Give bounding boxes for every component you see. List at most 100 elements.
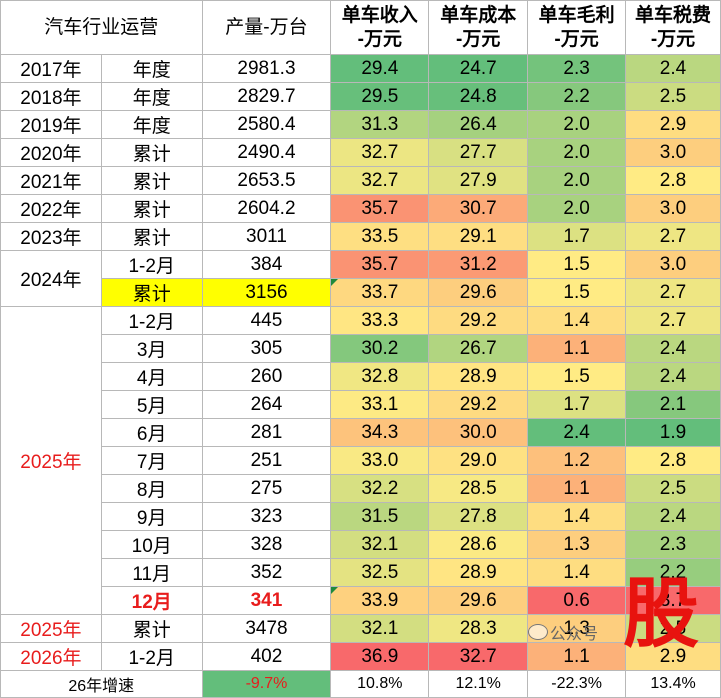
- table-row: 累计 3156 33.7 29.6 1.5 2.7: [1, 278, 721, 307]
- tax-cell: 2.8: [625, 166, 721, 195]
- period-cell: 8月: [100, 474, 203, 503]
- output-cell: 2653.5: [201, 166, 332, 195]
- rev-cell: 32.1: [330, 530, 430, 559]
- gm-cell: 1.1: [527, 334, 627, 363]
- output-cell: 3156: [201, 278, 332, 307]
- period-cell: 1-2月: [100, 642, 203, 671]
- rev-cell: 32.5: [330, 558, 430, 587]
- tax-cell: 2.7: [625, 306, 721, 335]
- gm-cell: 2.2: [527, 82, 627, 111]
- period-cell: 3月: [100, 334, 203, 363]
- rev-cell: 36.9: [330, 642, 430, 671]
- gm-cell: 1.4: [527, 502, 627, 531]
- table-row: 2023年 累计 3011 33.5 29.1 1.7 2.7: [0, 222, 721, 251]
- cost-cell: 28.6: [428, 530, 529, 559]
- table-row: 2020年 累计 2490.4 32.7 27.7 2.0 3.0: [0, 138, 721, 167]
- comment-marker-icon: [331, 279, 339, 286]
- period-cell: 6月: [100, 418, 203, 447]
- gm-cell: 1.1: [527, 474, 627, 503]
- tax-cell: 2.7: [625, 222, 721, 251]
- table-row: 2018年 年度 2829.7 29.5 24.8 2.2 2.5: [0, 82, 721, 111]
- output-cell: 341: [201, 586, 332, 615]
- tax-cell: 3.0: [625, 138, 721, 167]
- header-tax: 单车税费 -万元: [625, 0, 721, 55]
- year-cell: 2025年: [0, 306, 102, 615]
- output-cell: 281: [201, 418, 332, 447]
- growth-cost: 12.1%: [428, 670, 529, 698]
- gm-cell: 1.1: [527, 642, 627, 671]
- table-row: 2022年 累计 2604.2 35.7 30.7 2.0 3.0: [0, 194, 721, 223]
- table-row: 2017年 年度 2981.3 29.4 24.7 2.3 2.4: [0, 54, 721, 83]
- cost-cell: 32.7: [428, 642, 529, 671]
- header-row: 汽车行业运营 产量-万台 单车收入 -万元 单车成本 -万元 单车毛利 -万元 单车税…: [0, 0, 721, 55]
- output-cell: 2490.4: [201, 138, 332, 167]
- rev-cell: 32.7: [330, 166, 430, 195]
- period-cell: 累计: [100, 166, 203, 195]
- period-cell: 年度: [100, 54, 203, 83]
- year-cell: 2021年: [0, 166, 102, 195]
- cost-cell: 28.3: [428, 614, 529, 643]
- output-cell: 305: [201, 334, 332, 363]
- rev-cell: 29.4: [330, 54, 430, 83]
- table-row: 11月 352 32.5 28.9 1.4 2.2: [1, 558, 721, 587]
- year-cell: 2024年: [0, 250, 102, 307]
- tax-cell: 2.8: [625, 446, 721, 475]
- tax-cell: 1.9: [625, 418, 721, 447]
- tax-cell: 2.4: [625, 334, 721, 363]
- gm-cell: 2.0: [527, 166, 627, 195]
- comment-marker-icon: [331, 587, 339, 594]
- output-cell: 275: [201, 474, 332, 503]
- gm-cell: 1.5: [527, 362, 627, 391]
- rev-cell: 33.5: [330, 222, 430, 251]
- cost-cell: 29.2: [428, 306, 529, 335]
- tax-cell: 2.7: [625, 278, 721, 307]
- cost-cell: 29.0: [428, 446, 529, 475]
- header-industry: 汽车行业运营: [0, 0, 203, 55]
- period-cell: 1-2月: [100, 250, 203, 279]
- period-cell: 9月: [100, 502, 203, 531]
- cost-cell: 26.4: [428, 110, 529, 139]
- gm-cell: 2.4: [527, 418, 627, 447]
- table-row: 8月 275 32.2 28.5 1.1 2.5: [1, 474, 721, 503]
- cost-cell: 29.6: [428, 278, 529, 307]
- period-cell: 11月: [100, 558, 203, 587]
- rev-cell: 35.7: [330, 194, 430, 223]
- cost-cell: 26.7: [428, 334, 529, 363]
- growth-output: -9.7%: [201, 670, 332, 698]
- rev-cell: 33.0: [330, 446, 430, 475]
- output-cell: 402: [201, 642, 332, 671]
- year-cell: 2017年: [0, 54, 102, 83]
- period-cell: 累计: [100, 614, 203, 643]
- period-cell: 10月: [100, 530, 203, 559]
- header-cost: 单车成本 -万元: [428, 0, 529, 55]
- period-cell: 累计: [100, 222, 203, 251]
- growth-tax: 13.4%: [625, 670, 721, 698]
- output-cell: 2580.4: [201, 110, 332, 139]
- gm-cell: 1.7: [527, 222, 627, 251]
- gm-cell: 1.3: [527, 530, 627, 559]
- rev-cell: 31.3: [330, 110, 430, 139]
- tax-cell: 3.0: [625, 194, 721, 223]
- period-cell: 12月: [100, 586, 203, 615]
- table-row: 10月 328 32.1 28.6 1.3 2.3: [1, 530, 721, 559]
- gm-cell: 2.3: [527, 54, 627, 83]
- year-cell: 2020年: [0, 138, 102, 167]
- cost-cell: 30.7: [428, 194, 529, 223]
- output-cell: 3478: [201, 614, 332, 643]
- period-cell: 4月: [100, 362, 203, 391]
- tax-cell: 2.1: [625, 390, 721, 419]
- output-cell: 2604.2: [201, 194, 332, 223]
- rev-cell: 33.3: [330, 306, 430, 335]
- period-cell: 5月: [100, 390, 203, 419]
- table-row: 2021年 累计 2653.5 32.7 27.9 2.0 2.8: [0, 166, 721, 195]
- gm-cell: 0.6: [527, 586, 627, 615]
- output-cell: 3011: [201, 222, 332, 251]
- rev-cell: 30.2: [330, 334, 430, 363]
- output-cell: 323: [201, 502, 332, 531]
- cost-cell: 28.9: [428, 558, 529, 587]
- output-cell: 445: [201, 306, 332, 335]
- header-gross-margin: 单车毛利 -万元: [527, 0, 627, 55]
- table-row: 2025年 1-2月 445 33.3 29.2 1.4 2.7: [0, 306, 721, 615]
- rev-cell: 33.7: [330, 278, 430, 307]
